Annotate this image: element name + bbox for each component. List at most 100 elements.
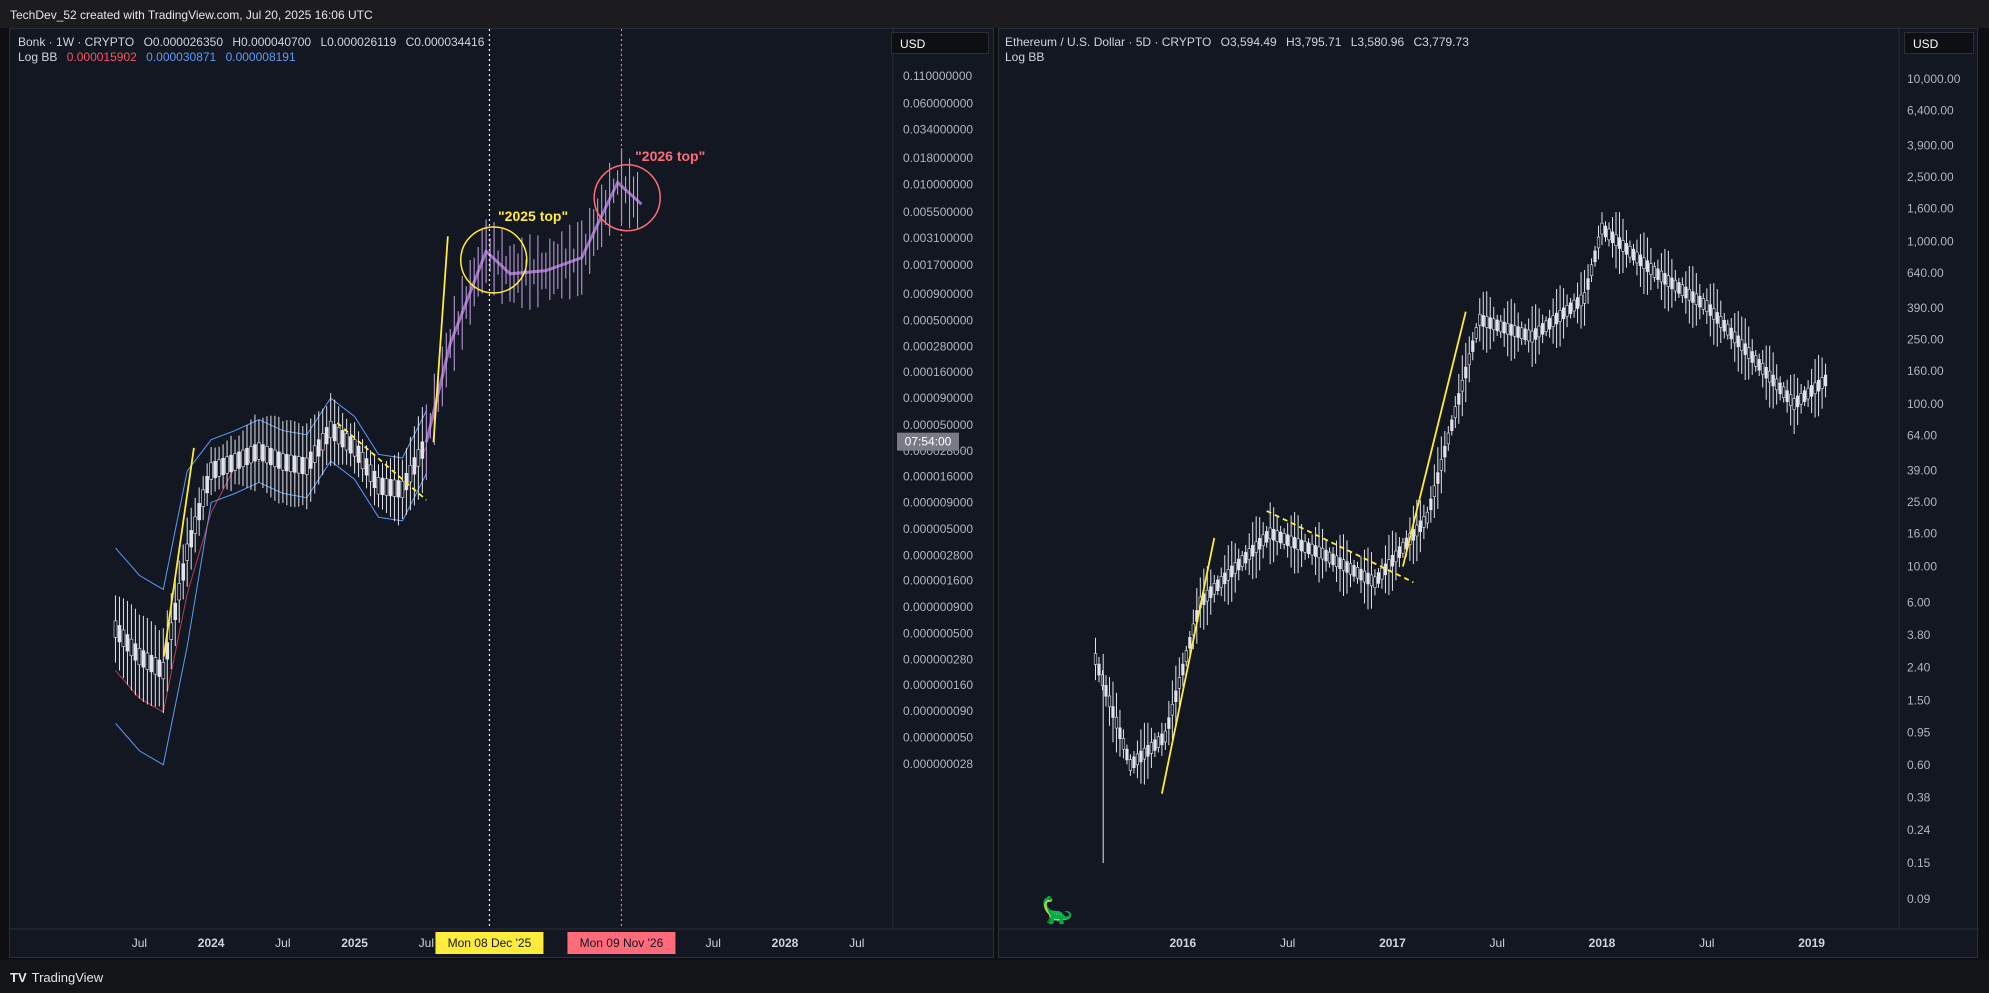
date-marker-label-1: Mon 08 Dec '25 — [448, 936, 532, 950]
price-candle-body — [368, 464, 373, 482]
price-candle-body — [117, 625, 122, 643]
price-candle-body — [129, 638, 134, 656]
price-candle-body — [1474, 327, 1478, 339]
price-candle-body — [1114, 716, 1119, 729]
eth-chart-panel[interactable]: 10,000.00 6,400.00 3,900.00 2,500.00 1,600.0… — [998, 28, 1979, 959]
price-candle-body — [1240, 555, 1244, 567]
bonk-chart-svg[interactable]: 0.2000000000.1100000000.0600000000.03400… — [10, 29, 995, 959]
price-candle-body — [173, 602, 178, 620]
price-candle-body — [1432, 485, 1436, 497]
price-candle-body — [1163, 730, 1167, 743]
price-candle-body — [1558, 310, 1562, 322]
time-tick-label: 2025 — [341, 936, 368, 950]
price-candle-body — [1296, 538, 1300, 550]
eth-indicator-name: Log BB — [1005, 50, 1045, 64]
price-tick-label: 0.034000000 — [903, 122, 973, 136]
price-candle-body — [221, 457, 225, 476]
price-candle-body — [1478, 314, 1482, 326]
price-tick-label: 6,400.00 — [1907, 103, 1954, 117]
price-candle-body — [1436, 472, 1440, 484]
price-tick-label: 39.00 — [1907, 463, 1937, 477]
price-candle-body — [1530, 330, 1534, 343]
price-candle-body — [1397, 546, 1402, 558]
price-tick-label: 0.000001600 — [903, 574, 973, 588]
price-candle-body — [1610, 231, 1615, 244]
price-candle-body — [1331, 553, 1335, 566]
price-candle-body — [1684, 286, 1688, 299]
price-candle-body — [1362, 570, 1367, 583]
price-tick-label: 1.50 — [1907, 693, 1931, 707]
trendline-bonk-dashed — [336, 422, 427, 501]
price-tick-label: 0.000500000 — [903, 313, 973, 327]
eth-chart-svg[interactable]: 10,000.00 6,400.00 3,900.00 2,500.00 1,600.0… — [999, 29, 1979, 959]
price-candle-body — [304, 457, 309, 475]
price-candle-body — [1561, 307, 1566, 320]
price-tick-label: 250.00 — [1907, 332, 1944, 346]
price-candle-body — [1254, 541, 1258, 553]
bonk-indicator-legend: Log BB 0.000015902 0.000030871 0.0000081… — [18, 50, 302, 64]
price-candle-body — [1747, 347, 1751, 359]
bonk-currency-button[interactable]: USD — [891, 32, 989, 54]
price-candle-body — [1107, 695, 1112, 708]
price-candle-body — [1694, 293, 1698, 306]
price-tick-label: 0.010000000 — [903, 178, 973, 192]
price-candle-body — [1128, 759, 1133, 771]
price-candle-body — [1258, 538, 1262, 550]
price-candle-body — [344, 433, 349, 451]
price-candle-body — [408, 465, 413, 483]
price-candle-body — [137, 647, 142, 666]
price-candle-body — [145, 652, 150, 670]
price-candle-body — [261, 444, 265, 462]
price-candle-body — [1188, 637, 1192, 649]
price-candle-body — [241, 449, 245, 467]
price-candle-body — [1687, 289, 1691, 301]
price-candle-body — [1582, 292, 1587, 304]
price-candle-body — [352, 439, 357, 457]
trendline-eth-dashed — [1266, 510, 1414, 584]
price-candle-body — [1607, 228, 1611, 241]
price-candle-body — [1230, 565, 1234, 578]
price-candle-body — [1799, 393, 1803, 405]
price-candle-body — [217, 459, 221, 477]
price-candle-body — [1425, 511, 1429, 524]
price-candle-body — [1121, 738, 1126, 750]
price-candle-body — [1418, 520, 1422, 532]
bonk-open: O0.000026350 — [143, 35, 223, 49]
price-tick-label: 6.00 — [1907, 596, 1931, 610]
price-candle-body — [1366, 572, 1370, 585]
trendline-bonk-2 — [432, 236, 449, 443]
eth-close: C3,779.73 — [1413, 35, 1469, 49]
price-candle-body — [404, 473, 409, 491]
price-candle-body — [1572, 299, 1576, 312]
price-tick-label: 0.60 — [1907, 758, 1931, 772]
price-candle-body — [1369, 574, 1374, 587]
price-candle-body — [1485, 316, 1489, 328]
price-tick-label: 0.15 — [1907, 856, 1931, 870]
price-candle-body — [257, 442, 261, 460]
bb-mid-value: 0.000030871 — [146, 50, 217, 64]
price-candle-body — [1589, 264, 1594, 276]
eth-high: H3,795.71 — [1286, 35, 1342, 49]
price-candle-body — [1359, 568, 1363, 581]
price-candle-body — [1306, 542, 1311, 554]
price-candle-body — [1282, 533, 1286, 545]
trendline-bonk-1 — [162, 447, 195, 657]
price-candle-body — [1775, 378, 1779, 391]
price-candle-body — [1548, 317, 1552, 330]
bonk-low: L0.000026119 — [320, 35, 397, 49]
price-candle-body — [328, 420, 333, 439]
eth-indicator-legend: Log BB — [1005, 50, 1050, 64]
price-tick-label: 100.00 — [1907, 397, 1944, 411]
bonk-chart-panel[interactable]: 0.2000000000.1100000000.0600000000.03400… — [9, 28, 995, 959]
price-tick-label: 0.09 — [1907, 892, 1931, 906]
eth-currency-button[interactable]: USD — [1904, 32, 1974, 54]
price-candle-body — [1712, 308, 1716, 320]
price-candle-body — [205, 476, 209, 494]
time-tick-label: Jul — [1490, 936, 1505, 950]
price-candle-body — [193, 516, 197, 534]
price-candle-body — [1446, 432, 1450, 445]
price-candle-body — [1631, 248, 1636, 261]
price-candle-body — [1167, 717, 1171, 729]
price-candle-body — [1621, 240, 1625, 252]
price-candle-body — [1209, 586, 1213, 598]
